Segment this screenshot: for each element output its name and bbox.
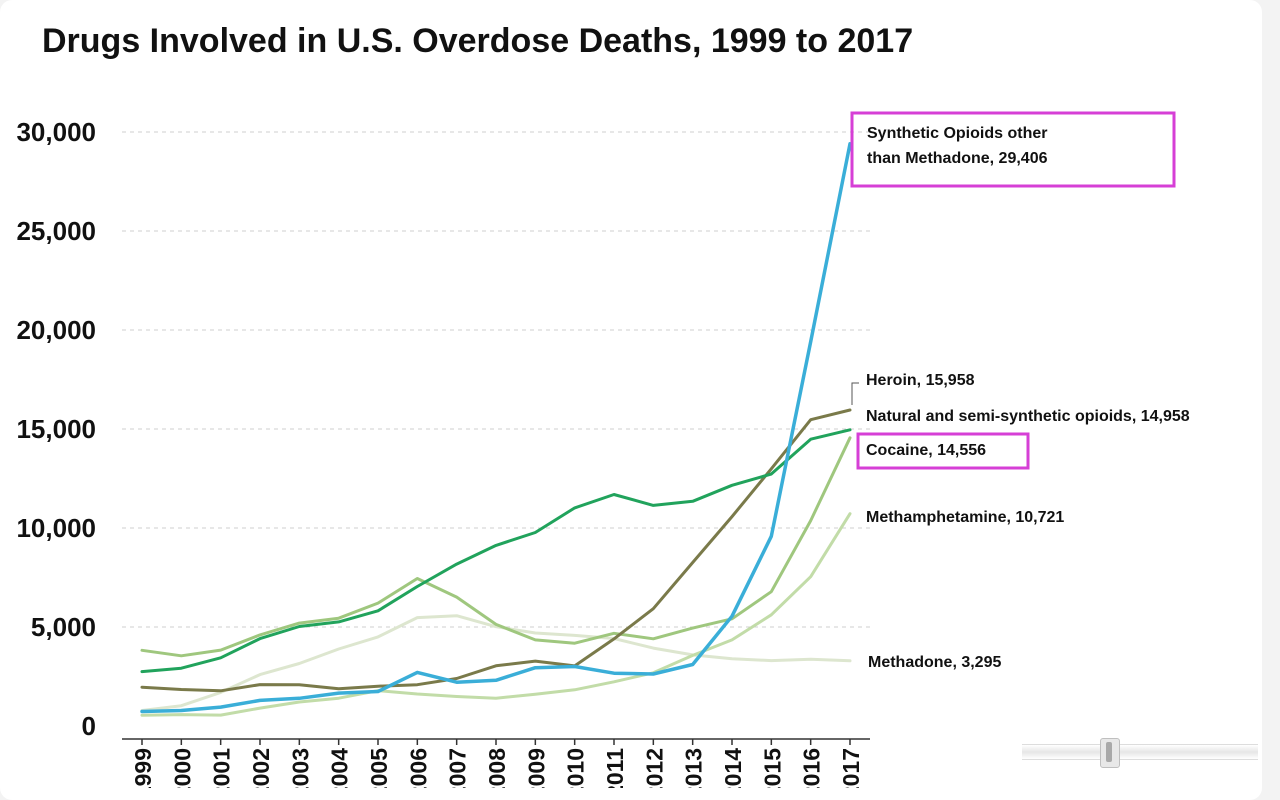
annotations: Synthetic Opioids other than Methadone, 2…	[850, 111, 1190, 671]
x-tick-label: 2011	[602, 748, 628, 788]
annotation-label-line2: than Methadone, 29,406	[867, 150, 1048, 167]
x-tick-label: 2012	[641, 748, 667, 788]
x-tick-label: 2010	[563, 748, 589, 788]
annotation-label: Heroin, 15,958	[866, 372, 975, 389]
horizontal-scrollbar[interactable]	[1022, 738, 1258, 768]
x-tick-label: 1999	[130, 748, 156, 788]
highlight-box	[850, 111, 1176, 188]
x-tick-label: 2013	[681, 748, 707, 788]
series-line-methamphetamine	[140, 512, 852, 717]
grid-lines	[122, 131, 870, 628]
x-tick-label: 2002	[248, 748, 274, 788]
y-tick-label: 10,000	[16, 513, 96, 543]
x-tick-label: 2004	[327, 748, 353, 788]
x-tick-label: 2009	[523, 748, 549, 788]
annotation-label: Natural and semi-synthetic opioids, 14,9…	[866, 408, 1190, 425]
x-tick-label: 2003	[287, 748, 313, 788]
y-tick-label: 5,000	[31, 612, 96, 642]
x-tick-label: 2001	[209, 748, 235, 788]
y-tick-label: 30,000	[16, 117, 96, 147]
x-tick-label: 2008	[484, 748, 510, 788]
x-tick-label: 2017	[838, 748, 864, 788]
chart-title: Drugs Involved in U.S. Overdose Deaths, …	[42, 22, 914, 60]
annotation-label: Synthetic Opioids other	[867, 125, 1047, 142]
heroin-leader-line	[851, 382, 859, 405]
scrollbar-thumb[interactable]	[1100, 738, 1120, 768]
x-tick-label: 2007	[445, 748, 471, 788]
x-tick-label: 2005	[366, 748, 392, 788]
y-tick-label: 0	[82, 711, 96, 741]
y-tick-label: 15,000	[16, 414, 96, 444]
scrollbar-track[interactable]	[1022, 744, 1258, 760]
annotation-label: Methamphetamine, 10,721	[866, 509, 1064, 526]
x-tick-label: 2016	[799, 748, 825, 788]
annotation-label: Cocaine, 14,556	[866, 442, 986, 459]
series-line-heroin	[140, 408, 852, 693]
y-tick-label: 20,000	[16, 315, 96, 345]
x-tick-label: 2014	[720, 748, 746, 788]
highlight-box	[856, 432, 1030, 470]
x-tick-label: 2015	[759, 748, 785, 788]
series-lines	[140, 142, 852, 717]
annotation-label: Methadone, 3,295	[868, 654, 1001, 671]
series-line-methadone	[140, 614, 852, 712]
y-tick-label: 25,000	[16, 216, 96, 246]
series-line-synthetic-opioids-other-than-methadone	[140, 142, 852, 714]
x-tick-label: 2006	[405, 748, 431, 788]
series-line-natural-and-semi-synthetic-opioids	[140, 428, 852, 674]
y-axis: 0 5,000 10,000 15,000 20,000 25,000 30,000	[16, 117, 96, 741]
x-tick-label: 2000	[169, 748, 195, 788]
x-axis: 1999 2000 2001 2002 2003 2004 2005 2006 2007 2008…	[122, 738, 870, 788]
